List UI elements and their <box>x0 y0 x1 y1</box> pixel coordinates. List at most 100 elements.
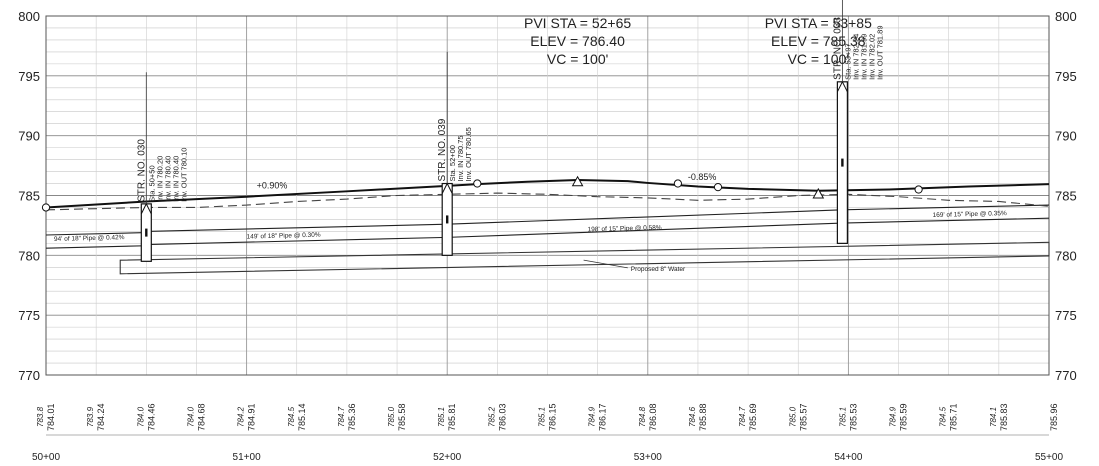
proposed-elevation: 786.03 <box>497 403 507 431</box>
existing-elevation: 784.5 <box>287 406 296 427</box>
left-elevation-label: 775 <box>18 308 40 323</box>
existing-elevation: 785.2 <box>487 406 496 427</box>
proposed-elevation: 785.71 <box>949 403 959 431</box>
pvi-text: PVI STA = 53+85 <box>765 15 872 31</box>
elevation-labels: 770 770 775 775 780 780 785 785 790 790 795 795 800 8… <box>18 9 1076 383</box>
pipe-169-bottom <box>842 217 1050 224</box>
station-label: 53+00 <box>634 452 663 463</box>
vc-point <box>473 179 482 188</box>
vc-point <box>914 185 923 194</box>
structure-title: STR. NO. 030 <box>136 139 147 202</box>
grade-label: -0.85% <box>688 172 717 182</box>
existing-elevation: 784.8 <box>638 406 647 427</box>
proposed-grade-line <box>45 178 1050 209</box>
left-elevation-label: 785 <box>18 189 40 204</box>
proposed-elevation: 785.36 <box>347 403 357 431</box>
left-elevation-label: 780 <box>18 248 40 263</box>
right-elevation-label: 770 <box>1055 368 1077 383</box>
proposed-elevation: 786.15 <box>548 403 558 431</box>
pvi-triangle <box>812 187 825 199</box>
proposed-elevation: 785.83 <box>999 403 1009 431</box>
structure-invert-text: Inv. OUT 780.65 <box>464 127 473 181</box>
pipe-169-top <box>842 204 1050 211</box>
proposed-elevation: 785.96 <box>1049 403 1059 431</box>
existing-elevation: 785.0 <box>788 406 797 427</box>
pvi-text: ELEV = 785.38 <box>771 33 866 49</box>
station-label: 51+00 <box>233 452 262 463</box>
structure-invert-text: Inv. IN 782.24 <box>851 34 860 80</box>
structure-cone <box>836 80 848 93</box>
proposed-elevation: 784.91 <box>247 403 257 431</box>
station-label: 52+00 <box>433 452 462 463</box>
station-elevation-table: 783.8 783.9 784.0 784.0 784.2 784.5 784.7 785.0… <box>32 403 1064 463</box>
structure-marker <box>446 215 449 224</box>
right-elevation-label: 800 <box>1055 9 1077 24</box>
pipe-149-top <box>146 223 448 232</box>
right-elevation-label: 790 <box>1055 129 1077 144</box>
pvi-text: VC = 100' <box>788 51 849 67</box>
structure-invert-text: Sta. 53+97 <box>843 43 852 80</box>
structure-invert-text: Inv. OUT 780.10 <box>179 148 188 202</box>
proposed-elevation: 785.88 <box>698 403 708 431</box>
proposed-elevation: 785.81 <box>447 403 457 431</box>
station-label: 50+00 <box>32 452 61 463</box>
structure-invert-text: Inv. IN 782.02 <box>867 34 876 80</box>
pipe-label: 94' of 18" Pipe @ 0.42% <box>54 234 125 243</box>
grade-label: +0.90% <box>257 180 288 190</box>
pipe-198-bottom <box>447 222 843 238</box>
proposed-elevation: 785.59 <box>899 403 909 431</box>
proposed-water-line <box>119 241 1050 275</box>
existing-elevation: 785.1 <box>437 407 446 427</box>
existing-elevation: 784.7 <box>337 406 346 427</box>
pvi-labels: PVI STA = 52+65 ELEV = 786.40 VC = 100' PVI… <box>524 15 872 67</box>
existing-elevation: 783.9 <box>86 406 95 427</box>
profile-features: STR. NO. 030 Sta. 50+50 Inv. IN 780.20 Inv.… <box>41 0 1050 275</box>
structure-invert-text: Inv. OUT 781.89 <box>875 25 884 79</box>
structure-invert-text: Inv. IN 780.20 <box>155 156 164 202</box>
structure-marker <box>841 158 844 167</box>
structure-invert-text: Inv. IN 780.75 <box>456 135 465 181</box>
structure-invert-text: Sta. 50+50 <box>147 165 156 202</box>
water-leader <box>583 259 628 269</box>
existing-elevation: 784.0 <box>136 406 145 427</box>
proposed-elevation: 786.08 <box>648 403 658 431</box>
existing-elevation: 784.7 <box>738 406 747 427</box>
pvi-text: VC = 100' <box>547 51 608 67</box>
existing-elevation: 785.1 <box>538 407 547 427</box>
existing-elevation: 784.1 <box>989 407 998 427</box>
existing-elevation: 785.0 <box>387 406 396 427</box>
structure-marker <box>145 228 148 237</box>
structure-cone <box>140 202 152 215</box>
existing-elevation: 785.1 <box>838 407 847 427</box>
station-label: 55+00 <box>1035 452 1064 463</box>
pipe-94-top <box>45 232 147 236</box>
structure-invert-text: Inv. IN 780.40 <box>171 156 180 202</box>
proposed-elevation: 784.01 <box>46 403 56 431</box>
pipe-149-bottom <box>146 236 448 246</box>
structure-title: STR. NO. 033 <box>832 17 843 80</box>
vc-point <box>673 179 682 188</box>
proposed-elevation: 785.57 <box>798 403 808 431</box>
existing-elevation: 784.5 <box>939 406 948 427</box>
right-elevation-label: 785 <box>1055 189 1077 204</box>
structure-invert-text: Inv. IN 781.99 <box>859 34 868 80</box>
proposed-elevation: 786.17 <box>598 403 608 431</box>
pipe-label: 169' of 15" Pipe @ 0.35% <box>933 210 1007 219</box>
plot-border <box>45 15 1050 376</box>
left-elevation-label: 790 <box>18 129 40 144</box>
pipe-label: 198' of 15" Pipe @ 0.58% <box>587 224 661 233</box>
vc-point <box>41 203 51 212</box>
proposed-elevation: 785.14 <box>297 403 307 431</box>
structure-title: STR. NO. 039 <box>437 118 448 181</box>
vc-point <box>713 183 723 192</box>
proposed-elevation: 785.58 <box>397 403 407 431</box>
left-elevation-label: 770 <box>18 368 40 383</box>
pipe-label: 149' of 18" Pipe @ 0.30% <box>246 232 320 241</box>
existing-elevation: 784.9 <box>889 406 898 427</box>
structure-invert-text: Sta. 52+00 <box>448 145 457 182</box>
pipe-198-top <box>447 209 843 225</box>
pvi-triangle <box>571 175 584 187</box>
right-elevation-label: 775 <box>1055 308 1077 323</box>
right-elevation-label: 780 <box>1055 248 1077 263</box>
